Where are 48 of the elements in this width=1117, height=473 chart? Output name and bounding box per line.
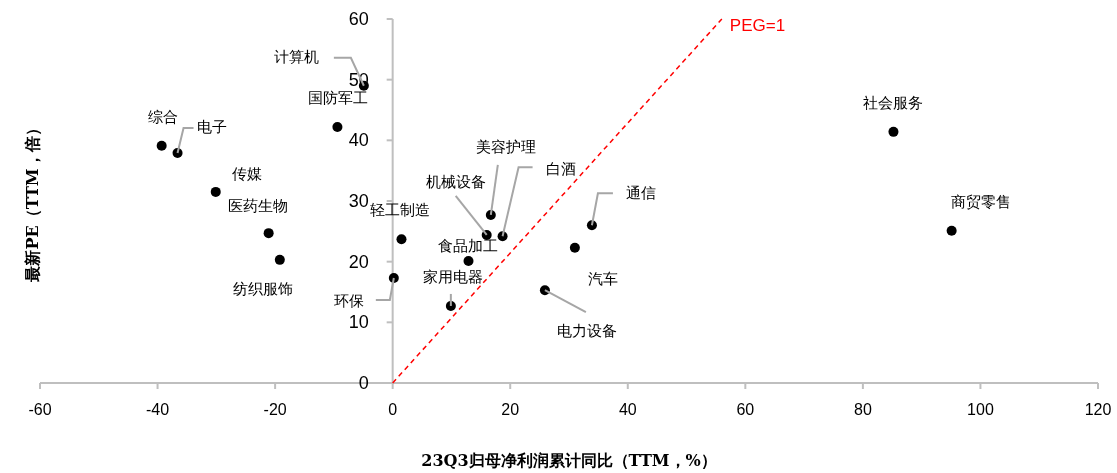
point	[888, 126, 899, 137]
annotation: 家用电器	[422, 267, 483, 286]
annotation: 环保	[333, 292, 364, 311]
annotation: 电子	[196, 118, 227, 137]
y-tick-label: 30	[348, 191, 369, 211]
point	[332, 121, 343, 132]
x-tick-label: 80	[853, 401, 872, 418]
annotation: 电力设备	[556, 322, 617, 341]
annotation: 传媒	[231, 164, 262, 183]
point	[946, 225, 957, 236]
point	[274, 254, 285, 265]
y-tick-label: 60	[348, 9, 369, 29]
annotation: 国防军工	[308, 88, 369, 107]
annotation: 轻工制造	[370, 201, 431, 220]
point	[210, 186, 221, 197]
y-tick-label: 20	[348, 251, 369, 272]
annotation: 医药生物	[227, 197, 288, 216]
annotation: 商贸零售	[950, 192, 1011, 211]
y-tick-label: 40	[348, 130, 369, 151]
annotation: 汽车	[587, 269, 618, 288]
y-tick-label: 0	[358, 373, 369, 393]
x-tick-label: 120	[1084, 401, 1112, 418]
annotation: 白酒	[545, 160, 576, 179]
x-tick-label: -20	[263, 401, 287, 418]
x-tick-label: -40	[145, 401, 170, 418]
x-tick-label: 40	[618, 401, 637, 418]
annotation: 综合	[147, 107, 178, 126]
y-tick-label: 10	[348, 312, 369, 333]
x-tick-label: 60	[736, 401, 755, 418]
point	[463, 256, 474, 267]
series-label: PEG=1	[729, 16, 786, 35]
point	[263, 228, 274, 239]
point	[396, 234, 407, 245]
annotation: 计算机	[274, 47, 320, 66]
annotation: 机械设备	[425, 172, 486, 191]
annotation: 食品加工	[438, 237, 499, 256]
x-tick-label: -60	[28, 401, 52, 418]
x-tick-label: 100	[967, 401, 994, 418]
x-tick-label: 20	[501, 401, 520, 418]
point	[156, 140, 167, 151]
point	[569, 242, 580, 253]
annotation: 社会服务	[863, 93, 924, 112]
annotation: 通信	[625, 184, 656, 203]
x-axis-title: 23Q3归母净利润累计同比（TTM，%）	[421, 451, 717, 470]
annotation: 美容护理	[475, 137, 536, 156]
annotation: 纺织服饰	[232, 279, 293, 298]
x-tick-label: 0	[388, 401, 398, 418]
y-axis-title: 最新PE（TTM，倍）	[23, 120, 42, 283]
